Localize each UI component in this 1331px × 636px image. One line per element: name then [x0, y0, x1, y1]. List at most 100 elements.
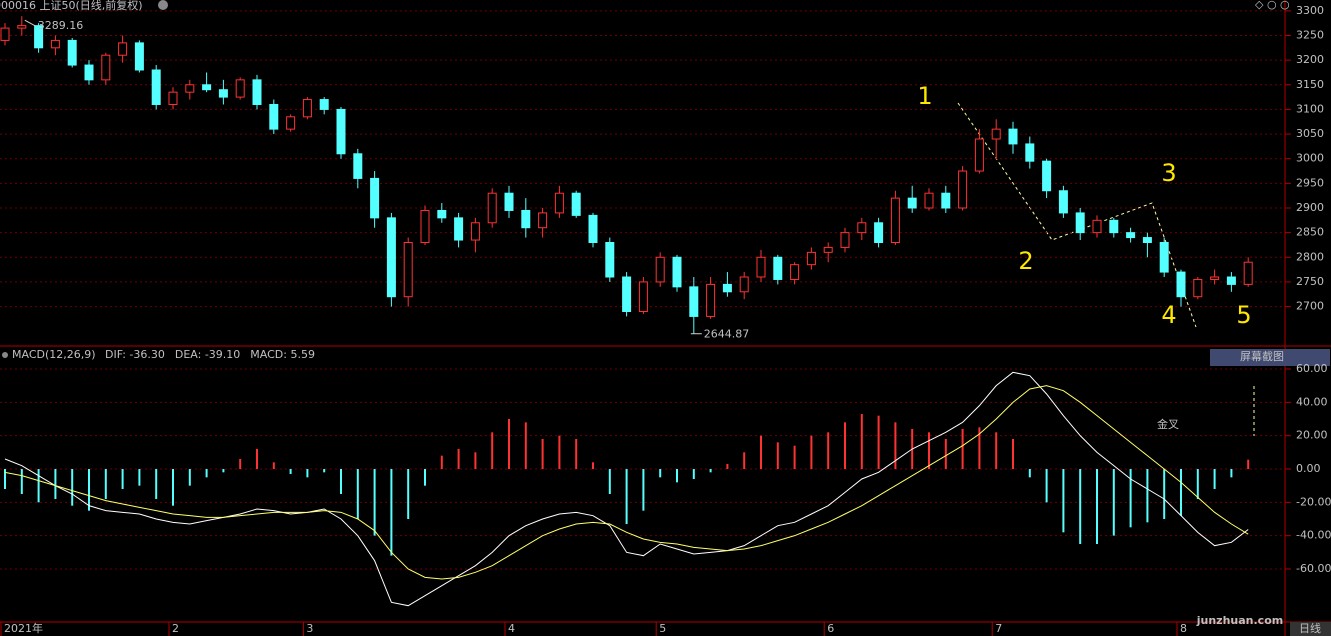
candle-body [286, 116, 296, 130]
candle-body [1042, 160, 1052, 192]
candle-body [1008, 128, 1018, 145]
y-tick-label: -60.00 [1296, 562, 1331, 575]
high-label: 3289.16 [38, 19, 84, 32]
candle-body [924, 192, 934, 209]
candle-body [487, 192, 497, 224]
candle-body [1210, 276, 1220, 280]
low-label: 2644.87 [704, 328, 750, 341]
candle-body [689, 286, 699, 317]
y-tick-label: 3300 [1296, 4, 1324, 17]
candle-body [790, 264, 800, 280]
candle-body [554, 192, 564, 214]
y-tick-label: 3150 [1296, 78, 1324, 91]
candle-body [1126, 232, 1136, 239]
candle-body [1159, 241, 1169, 273]
period-box[interactable] [1290, 622, 1331, 636]
candle-body [773, 256, 783, 280]
x-tick-label: 2 [172, 622, 179, 635]
x-tick-label: 7 [995, 622, 1002, 635]
y-tick-label: 20.00 [1296, 429, 1328, 442]
candle-body [252, 79, 262, 105]
candle-body [890, 197, 900, 243]
candle-body [739, 276, 749, 293]
candle-body [202, 84, 212, 91]
icon[interactable]: ◇ ○ ○ [1255, 0, 1290, 11]
y-tick-label: -20.00 [1296, 495, 1331, 508]
y-tick-label: 0.00 [1296, 462, 1321, 475]
y-tick-label: 3000 [1296, 152, 1324, 165]
candle-body [504, 192, 514, 211]
legend-entry: DEA: -39.10 [175, 348, 240, 361]
candle-body [386, 217, 396, 298]
candle-body [118, 42, 128, 56]
candle-body [370, 177, 380, 219]
chart-title: 000016 上证50(日线,前复权) [0, 0, 143, 12]
watermark: junzhuan.com [1196, 614, 1283, 627]
annotation: 金叉 [1157, 417, 1179, 431]
candle-body [319, 99, 329, 110]
wave-label: 1 [917, 82, 932, 110]
candle-body [84, 64, 94, 81]
candle-body [1058, 190, 1068, 214]
high-pointer [24, 19, 37, 27]
candle-body [1092, 219, 1102, 234]
macd-line [4, 371, 1249, 607]
y-tick-label: 3200 [1296, 53, 1324, 66]
y-tick-label: 2800 [1296, 250, 1324, 263]
candle-body [1109, 219, 1119, 234]
candle-body [470, 222, 480, 241]
wave-lines [957, 102, 1255, 436]
candle-body [991, 128, 1001, 140]
candle-body [672, 256, 682, 288]
x-tick-label: 3 [306, 622, 313, 635]
candle-body [974, 138, 984, 172]
candle-body [235, 79, 245, 98]
menu-icon[interactable] [158, 0, 168, 10]
candle-body [168, 91, 178, 105]
candle-body [1025, 143, 1035, 162]
period-label[interactable]: 日线 [1299, 621, 1321, 635]
candle-body [34, 25, 44, 49]
y-tick-label: 2950 [1296, 176, 1324, 189]
candle-body [622, 276, 632, 312]
screenshot-button[interactable] [1210, 349, 1330, 366]
y-tick-label: 3100 [1296, 102, 1324, 115]
candle-body [1142, 237, 1152, 243]
candle-body [0, 27, 10, 41]
candle-body [706, 283, 716, 317]
candle-body [1243, 261, 1253, 285]
candle-body [571, 192, 581, 216]
y-tick-label: 3250 [1296, 28, 1324, 41]
candle-body [1226, 276, 1236, 285]
y-tick-label: 2900 [1296, 201, 1324, 214]
candle-body [874, 222, 884, 243]
candle-body [101, 54, 111, 81]
candle-body [722, 283, 732, 293]
screenshot-button-label[interactable]: 屏幕截图 [1240, 349, 1284, 363]
candle-body [941, 192, 951, 209]
candle-body [50, 39, 60, 49]
candle-body [958, 170, 968, 209]
macd-line [4, 385, 1249, 580]
candle-body [403, 241, 413, 298]
candle-body [806, 251, 816, 266]
y-tick-label: 60.00 [1296, 362, 1328, 375]
y-tick-label: 2700 [1296, 300, 1324, 313]
y-tick-label: -40.00 [1296, 529, 1331, 542]
candle-body [17, 25, 27, 29]
candle-body [151, 69, 161, 105]
macd-icon [2, 352, 8, 358]
candle-body [134, 42, 144, 71]
candle-body [185, 84, 195, 93]
candle-body [454, 217, 464, 241]
candle-body [638, 281, 648, 312]
wave-label: 2 [1018, 247, 1033, 275]
x-tick-label: 5 [659, 622, 666, 635]
candle-body [1193, 278, 1203, 298]
wave-label: 4 [1161, 301, 1176, 329]
y-tick-label: 2850 [1296, 226, 1324, 239]
candle-body [840, 232, 850, 248]
macd-title: MACD(12,26,9) [12, 348, 96, 361]
